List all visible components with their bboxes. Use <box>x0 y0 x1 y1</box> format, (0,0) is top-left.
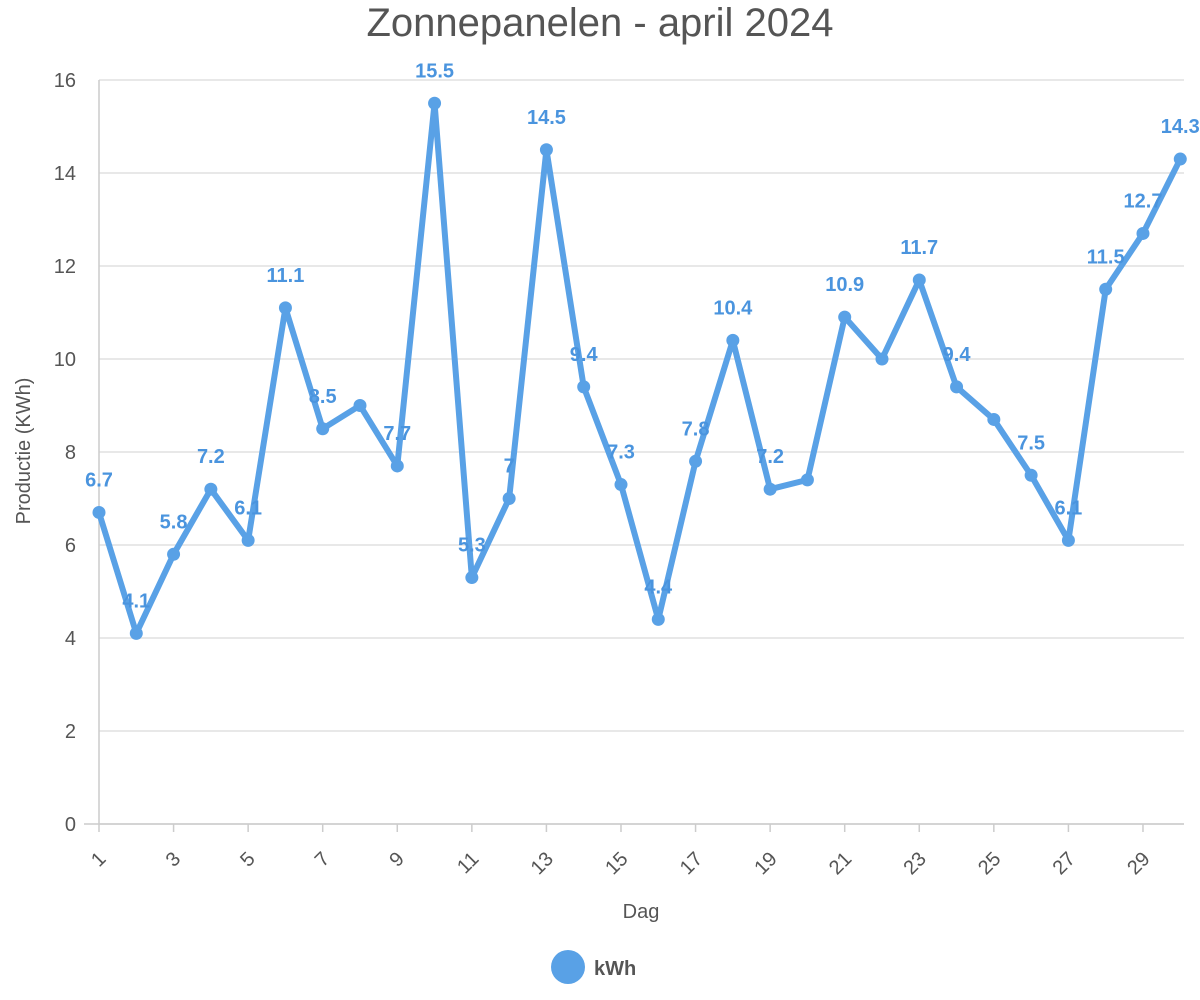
data-point[interactable] <box>1099 282 1113 296</box>
data-point[interactable] <box>539 143 553 157</box>
x-tick-label: 19 <box>750 848 781 879</box>
data-label: 6.1 <box>1055 497 1083 519</box>
data-point[interactable] <box>278 301 292 315</box>
data-label: 7.5 <box>1017 432 1045 454</box>
x-tick-label: 17 <box>676 848 707 879</box>
data-point[interactable] <box>428 96 442 110</box>
x-tick-label: 9 <box>385 848 408 871</box>
data-point[interactable] <box>838 310 852 324</box>
data-label: 7.2 <box>197 446 225 468</box>
data-label: 7.7 <box>383 423 411 445</box>
data-point[interactable] <box>726 333 740 347</box>
data-label: 9.4 <box>570 344 599 366</box>
data-point[interactable] <box>800 473 814 487</box>
data-point[interactable] <box>875 352 889 366</box>
y-tick-label: 16 <box>54 70 76 92</box>
data-label: 7.2 <box>756 446 784 468</box>
data-label: 11.1 <box>267 265 305 287</box>
x-tick-label: 11 <box>453 848 483 878</box>
chart-title: Zonnepanelen - april 2024 <box>366 1 833 45</box>
data-point[interactable] <box>763 482 777 496</box>
data-label: 14.5 <box>527 107 566 129</box>
y-tick-label: 14 <box>54 163 76 185</box>
data-label: 10.4 <box>713 297 753 319</box>
y-tick-label: 0 <box>65 814 76 836</box>
y-tick-label: 8 <box>65 442 76 464</box>
data-point[interactable] <box>502 492 516 505</box>
y-tick-labels: 0 2 4 6 8 10 12 14 16 <box>54 70 76 836</box>
data-label: 7.3 <box>607 442 635 464</box>
data-label: 9.4 <box>943 344 972 366</box>
y-tick-label: 12 <box>54 256 76 278</box>
x-tick-label: 3 <box>162 848 185 871</box>
x-tick-label: 21 <box>825 848 856 879</box>
data-label: 6.7 <box>85 469 113 491</box>
x-tick-label: 29 <box>1123 848 1154 879</box>
data-label: 6.1 <box>234 497 262 519</box>
legend[interactable]: kWh <box>551 950 636 984</box>
data-point[interactable] <box>92 505 106 519</box>
legend-marker[interactable] <box>551 950 585 984</box>
legend-label-kwh[interactable]: kWh <box>594 958 636 980</box>
y-tick-label: 10 <box>54 349 76 371</box>
data-label: 8.5 <box>309 386 337 408</box>
data-point[interactable] <box>689 454 703 468</box>
data-point[interactable] <box>912 273 926 287</box>
x-tick-label: 5 <box>236 848 259 871</box>
axes <box>84 80 1184 825</box>
data-point[interactable] <box>316 422 330 436</box>
data-point[interactable] <box>577 380 591 394</box>
x-tick-label: 25 <box>974 848 1005 879</box>
data-label: 11.7 <box>900 237 938 259</box>
x-tick-labels: 1 3 5 7 9 11 13 15 17 19 21 23 25 27 29 <box>87 824 1155 879</box>
y-tick-label: 2 <box>65 721 76 743</box>
data-point[interactable] <box>1024 468 1038 482</box>
data-labels: 6.7 4.1 5.8 7.2 6.1 11.1 8.5 7.7 15.5 5.3 7 14.5 9.4… <box>85 60 1200 612</box>
data-label: 10.9 <box>825 274 864 296</box>
data-label: 4.1 <box>122 590 150 612</box>
data-point[interactable] <box>1061 533 1075 547</box>
series-line-kwh <box>96 100 1184 637</box>
x-tick-label: 27 <box>1049 848 1080 879</box>
x-tick-label: 15 <box>601 848 632 879</box>
x-tick-label: 7 <box>311 848 334 871</box>
data-label: 7.8 <box>682 418 710 440</box>
y-tick-label: 4 <box>65 628 76 650</box>
data-label: 5.8 <box>160 511 188 533</box>
data-label: 15.5 <box>415 60 454 82</box>
data-point[interactable] <box>465 571 479 585</box>
y-tick-label: 6 <box>65 535 76 557</box>
data-point[interactable] <box>353 399 367 412</box>
data-point[interactable] <box>614 478 628 492</box>
data-label: 12.7 <box>1124 190 1163 212</box>
data-point[interactable] <box>987 412 1001 426</box>
data-point[interactable] <box>129 626 143 640</box>
data-point[interactable] <box>390 459 404 473</box>
data-label: 11.5 <box>1087 246 1125 268</box>
y-axis-title: Productie (KWh) <box>13 378 35 525</box>
data-label: 5.3 <box>458 535 486 557</box>
data-point[interactable] <box>241 533 255 547</box>
data-label: 14.3 <box>1161 116 1200 138</box>
x-tick-label: 13 <box>527 848 558 879</box>
data-label: 7 <box>504 456 515 478</box>
x-axis-title: Dag <box>623 901 660 923</box>
data-point[interactable] <box>1136 226 1150 240</box>
data-point[interactable] <box>204 482 218 496</box>
data-point[interactable] <box>1173 152 1187 166</box>
x-tick-label: 1 <box>87 848 110 871</box>
data-point[interactable] <box>167 547 181 561</box>
data-label: 4.4 <box>644 576 673 598</box>
series-kwh <box>92 96 1187 640</box>
data-point[interactable] <box>651 612 665 626</box>
data-point[interactable] <box>950 380 964 394</box>
x-tick-label: 23 <box>900 848 931 879</box>
